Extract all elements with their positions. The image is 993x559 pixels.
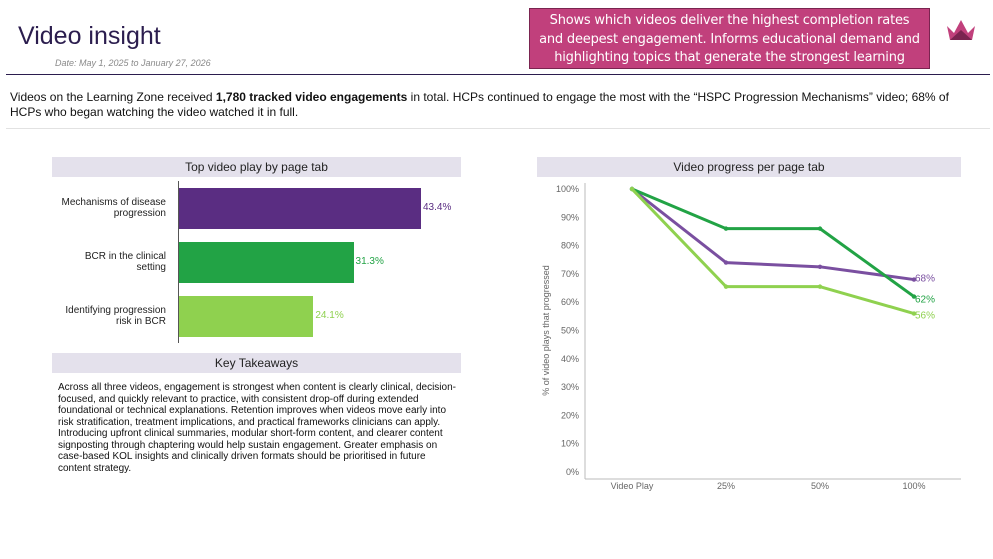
bar-value-label: 24.1% xyxy=(315,310,344,321)
y-tick-label: 40% xyxy=(561,354,579,364)
series-line xyxy=(631,187,915,282)
series-end-label: 68% xyxy=(915,274,935,285)
series-end-label: 62% xyxy=(915,295,935,306)
series-line xyxy=(630,187,915,315)
series-point xyxy=(911,277,917,282)
y-tick-label: 90% xyxy=(561,212,579,222)
y-tick-label: 10% xyxy=(561,439,579,449)
x-tick-label: 25% xyxy=(717,481,735,491)
series-point xyxy=(911,311,917,316)
bar-chart-title: Top video play by page tab xyxy=(52,157,461,177)
bar xyxy=(179,295,314,337)
x-tick-label: 100% xyxy=(902,481,925,491)
crown-logo-icon xyxy=(947,20,975,40)
y-tick-label: 50% xyxy=(561,326,579,336)
callout-box: Shows which videos deliver the highest c… xyxy=(529,8,930,84)
series-point xyxy=(723,260,729,265)
y-tick-label: 0% xyxy=(566,467,579,477)
summary-bold: 1,780 tracked video engagements xyxy=(215,90,408,104)
series-point xyxy=(817,264,823,270)
y-tick-label: 60% xyxy=(561,297,579,307)
x-tick-label: Video Play xyxy=(611,481,654,491)
takeaways-text: Across all three videos, engagement is s… xyxy=(58,382,456,474)
summary-part-2: in total. HCPs continued to engage the m… xyxy=(10,90,949,119)
y-tick-label: 100% xyxy=(556,184,579,194)
series-point xyxy=(723,284,729,289)
bar-category-label: BCR in the clinical setting xyxy=(84,251,166,273)
summary-part-1: Videos on the Learning Zone received xyxy=(10,90,216,104)
takeaways-heading: Key Takeaways xyxy=(52,353,461,373)
series-point xyxy=(629,186,635,192)
bar xyxy=(179,241,354,283)
series-point xyxy=(817,284,823,289)
series-point xyxy=(629,186,635,192)
series-end-label: 56% xyxy=(915,311,935,322)
bar-value-label: 43.4% xyxy=(423,202,452,213)
summary-text: Videos on the Learning Zone received 1,7… xyxy=(10,90,980,120)
y-tick-label: 20% xyxy=(561,410,579,420)
series-line xyxy=(631,187,915,298)
series-point xyxy=(629,186,635,192)
bar-axis-line xyxy=(178,181,179,343)
header-divider xyxy=(6,74,990,75)
bar-category-label: Identifying progression risk in BCR xyxy=(65,305,166,327)
x-tick-label: 50% xyxy=(811,481,829,491)
bar-category-label: Mechanisms of disease progression xyxy=(61,197,167,219)
bar-value-label: 31.3% xyxy=(355,256,384,267)
bar xyxy=(179,187,421,229)
line-chart-title: Video progress per page tab xyxy=(537,157,961,177)
y-axis-label: % of video plays that progressed xyxy=(541,265,551,396)
date-range: Date: May 1, 2025 to January 27, 2026 xyxy=(55,58,211,68)
summary-divider xyxy=(6,128,990,129)
y-tick-label: 30% xyxy=(561,382,579,392)
series-point xyxy=(817,226,823,231)
y-tick-label: 80% xyxy=(561,241,579,251)
y-tick-label: 70% xyxy=(561,269,579,279)
series-point xyxy=(911,294,917,299)
series-point xyxy=(723,226,729,231)
page-title: Video insight xyxy=(18,22,161,50)
